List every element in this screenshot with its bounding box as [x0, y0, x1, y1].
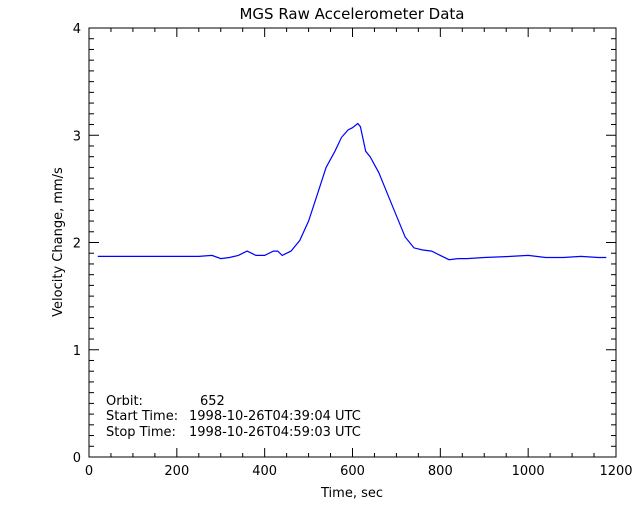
y-tick-label: 4	[73, 22, 81, 37]
x-tick-label: 1000	[512, 464, 545, 479]
x-tick-label: 200	[164, 464, 189, 479]
ticks: 0 200 400 600 800 1000 1200 0 1 2 3 4	[73, 22, 633, 479]
x-tick-label: 600	[340, 464, 365, 479]
y-tick-label: 2	[73, 237, 81, 252]
start-time-label: Start Time:	[106, 409, 178, 424]
plot-frame	[88, 27, 617, 458]
orbit-value: 652	[200, 394, 225, 409]
start-time-value: 1998-10-26T04:39:04 UTC	[189, 409, 361, 424]
series-line	[97, 122, 607, 261]
x-tick-label: 0	[85, 464, 93, 479]
x-tick-label: 400	[252, 464, 277, 479]
stop-time-label: Stop Time:	[106, 425, 176, 440]
y-axis-label: Velocity Change, mm/s	[51, 167, 66, 317]
chart-title: MGS Raw Accelerometer Data	[239, 5, 464, 23]
axes	[88, 27, 617, 458]
annotation-block: Orbit: 652 Start Time: 1998-10-26T04:39:…	[106, 394, 361, 440]
x-tick-label: 800	[428, 464, 453, 479]
y-tick-label: 3	[73, 129, 81, 144]
x-tick-label: 1200	[599, 464, 632, 479]
x-axis-label: Time, sec	[320, 486, 383, 501]
y-tick-label: 1	[73, 344, 81, 359]
orbit-label: Orbit:	[106, 394, 143, 409]
stop-time-value: 1998-10-26T04:59:03 UTC	[189, 425, 361, 440]
y-tick-label: 0	[73, 451, 81, 466]
